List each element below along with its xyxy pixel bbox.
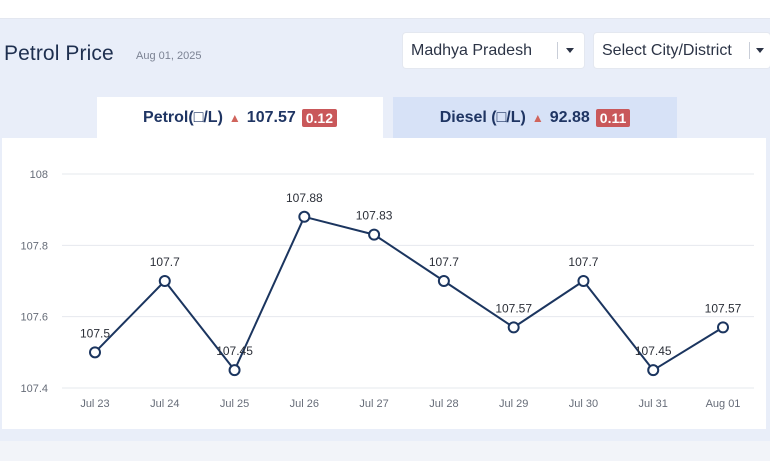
y-tick-label: 107.6 bbox=[20, 312, 48, 324]
arrow-up-icon: ▲ bbox=[228, 110, 241, 125]
data-label: 107.88 bbox=[286, 191, 323, 205]
data-point bbox=[298, 210, 311, 223]
y-tick-label: 107.8 bbox=[20, 240, 48, 252]
data-point bbox=[577, 275, 590, 287]
x-tick-label: Jul 30 bbox=[569, 398, 598, 410]
data-point bbox=[368, 228, 381, 241]
arrow-up-icon: ▲ bbox=[531, 110, 544, 125]
chevron-down-icon bbox=[756, 48, 764, 53]
chevron-down-icon bbox=[566, 48, 574, 53]
state-select[interactable]: Madhya Pradesh bbox=[403, 33, 584, 68]
data-label: 107.83 bbox=[356, 209, 393, 223]
tab-diesel[interactable]: Diesel (□/L) ▲ 92.88 0.11 bbox=[393, 97, 677, 138]
bottom-bar bbox=[0, 441, 770, 461]
data-label: 107.57 bbox=[495, 301, 532, 315]
tab-diesel-change-badge: 0.11 bbox=[595, 108, 631, 127]
data-label: 107.45 bbox=[216, 344, 253, 358]
data-point bbox=[717, 321, 729, 334]
data-point bbox=[158, 275, 171, 287]
x-tick-label: Jul 28 bbox=[429, 398, 458, 410]
date-label: Aug 01, 2025 bbox=[136, 50, 202, 62]
state-select-divider bbox=[557, 42, 558, 59]
city-select[interactable]: Select City/District bbox=[594, 33, 770, 68]
series-line bbox=[94, 215, 724, 372]
top-strip bbox=[0, 0, 770, 18]
data-point bbox=[507, 321, 520, 334]
city-select-divider bbox=[749, 42, 750, 59]
x-tick-label: Jul 25 bbox=[220, 398, 249, 410]
data-point bbox=[89, 346, 101, 359]
data-label: 107.5 bbox=[80, 326, 110, 340]
data-label: 107.7 bbox=[568, 255, 598, 269]
x-tick-label: Jul 26 bbox=[290, 398, 319, 410]
x-tick-label: Aug 01 bbox=[706, 398, 741, 410]
tab-petrol[interactable]: Petrol(□/L) ▲ 107.57 0.12 bbox=[97, 97, 383, 138]
data-label: 107.57 bbox=[705, 301, 742, 315]
x-tick-label: Jul 24 bbox=[150, 398, 179, 410]
tab-petrol-price: 107.57 bbox=[246, 108, 296, 126]
x-tick-label: Jul 27 bbox=[359, 398, 388, 410]
y-tick-label: 107.4 bbox=[20, 383, 48, 395]
data-label: 107.7 bbox=[429, 255, 459, 269]
x-tick-label: Jul 29 bbox=[499, 398, 528, 410]
top-strip-divider bbox=[0, 18, 770, 19]
tab-diesel-label: Diesel (□/L) bbox=[439, 108, 526, 126]
chart-card: 108 107.8 107.6 107.4 Jul 23 Jul 24 Jul 25 Jul … bbox=[2, 138, 766, 429]
tab-petrol-change-badge: 0.12 bbox=[301, 108, 337, 127]
price-line-chart: 108 107.8 107.6 107.4 Jul 23 Jul 24 Jul 25 Jul … bbox=[20, 169, 754, 410]
x-tick-label: Jul 23 bbox=[80, 398, 109, 410]
city-select-value: Select City/District bbox=[602, 41, 732, 59]
page-title: Petrol Price bbox=[4, 42, 114, 65]
data-label: 107.45 bbox=[635, 344, 672, 358]
y-tick-label: 108 bbox=[30, 169, 48, 181]
data-point bbox=[437, 275, 450, 287]
x-tick-label: Jul 31 bbox=[639, 398, 668, 410]
data-point bbox=[647, 364, 660, 377]
tab-diesel-price: 92.88 bbox=[549, 108, 590, 126]
data-label: 107.7 bbox=[150, 255, 180, 269]
data-point bbox=[228, 364, 241, 377]
tab-petrol-label: Petrol(□/L) bbox=[143, 108, 223, 126]
state-select-value: Madhya Pradesh bbox=[411, 41, 532, 59]
